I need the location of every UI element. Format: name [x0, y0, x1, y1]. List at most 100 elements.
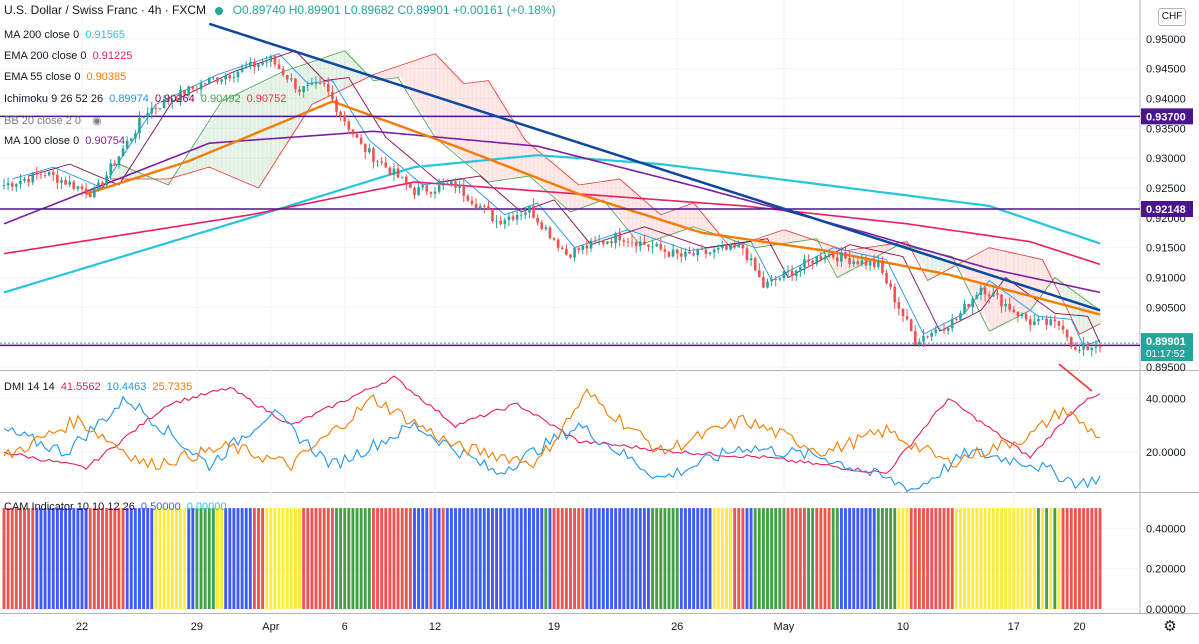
candle-body	[716, 248, 720, 250]
candle-body	[757, 270, 761, 278]
cam-bar	[675, 508, 679, 609]
candle-body	[856, 261, 860, 265]
cam-bar	[835, 508, 839, 609]
ichimoku-cloud	[1079, 295, 1085, 335]
cam-bar	[18, 508, 22, 609]
candle-body	[478, 206, 482, 209]
legend-ma100[interactable]: MA 100 close 0 0.90754	[4, 135, 125, 147]
legend-cam[interactable]: CAM Indicator 10 10 12 26 0.50000 0.0000…	[4, 501, 227, 513]
candle-body	[1053, 319, 1057, 322]
candle-body	[355, 134, 359, 138]
gear-icon[interactable]: ⚙	[1163, 618, 1177, 635]
symbol-title[interactable]: U.S. Dollar / Swiss Franc · 4h · FXCM	[4, 3, 207, 17]
ema55-line	[85, 100, 1101, 316]
legend-dmi[interactable]: DMI 14 14 41.5562 10.4463 25.7335	[4, 381, 192, 393]
legend-bb[interactable]: BB 20 close 2 0 ◉	[4, 114, 102, 127]
candle-body	[987, 294, 991, 297]
candle-body	[519, 214, 523, 216]
candle-body	[491, 209, 494, 222]
cam-bar	[511, 508, 515, 609]
ichimoku-cloud	[525, 140, 530, 177]
ichimoku-cloud	[960, 262, 966, 274]
cam-bar	[179, 508, 182, 609]
ichimoku-cloud	[221, 101, 227, 173]
ichimoku-cloud	[726, 237, 732, 243]
ichimoku-cloud	[393, 67, 399, 79]
cam-bar	[101, 508, 104, 609]
ichimoku-cloud	[607, 180, 613, 205]
candle-body	[298, 89, 301, 92]
legend-ichimoku[interactable]: Ichimoku 9 26 52 26 0.89974 0.90264 0.90…	[4, 93, 286, 105]
candle-body	[72, 181, 76, 189]
cam-bar	[170, 508, 174, 609]
candle-body	[1074, 347, 1077, 350]
cam-bar	[429, 508, 433, 609]
candle-body	[162, 99, 166, 109]
candle-body	[532, 205, 535, 218]
cam-bar	[109, 508, 113, 609]
cam-bar	[228, 508, 232, 609]
cam-bar	[909, 508, 913, 609]
cam-bar	[503, 508, 507, 609]
candle-body	[76, 186, 80, 189]
candle-body	[331, 91, 334, 100]
cam-bar	[187, 508, 191, 609]
ichimoku-cloud	[500, 100, 506, 181]
legend-ma200[interactable]: MA 200 close 0 0.91565	[4, 29, 125, 41]
cam-bar	[819, 508, 823, 609]
cam-bar	[913, 508, 917, 609]
candle-body	[244, 66, 248, 68]
candle-body	[285, 74, 289, 80]
candle-body	[655, 243, 658, 247]
cam-bar	[326, 508, 330, 609]
cam-bar	[938, 508, 942, 609]
cam-bar	[84, 508, 88, 609]
cam-bar	[688, 508, 691, 609]
candle-body	[84, 188, 88, 194]
candle-body	[23, 178, 26, 181]
time-tick-label: 19	[548, 621, 560, 633]
cam-bar	[466, 508, 470, 609]
legend-ema55[interactable]: EMA 55 close 0 0.90385	[4, 71, 126, 83]
candle-body	[762, 277, 765, 288]
candle-body	[158, 108, 162, 109]
candle-body	[659, 243, 663, 250]
cam-bar	[593, 508, 597, 609]
candle-body	[68, 181, 71, 185]
ichimoku-cloud	[217, 107, 223, 171]
candle-body	[811, 260, 814, 264]
candle-body	[175, 100, 178, 101]
eye-hidden-icon[interactable]: ◉	[92, 115, 102, 127]
currency-badge[interactable]: CHF	[1158, 8, 1186, 26]
cam-bar	[885, 508, 888, 609]
cam-bar	[950, 508, 954, 609]
ichimoku-cloud	[242, 91, 247, 182]
ichimoku-cloud	[484, 81, 489, 179]
ichimoku-cloud	[508, 113, 514, 180]
candle-body	[413, 187, 416, 195]
market-status-dot	[215, 6, 224, 15]
candle-body	[306, 84, 310, 87]
candle-body	[335, 99, 338, 112]
ichimoku-cloud	[1013, 253, 1019, 319]
ichimoku-cloud	[574, 181, 580, 211]
ichimoku-cloud	[939, 253, 945, 274]
ichimoku-cloud	[742, 243, 748, 244]
cam-bar	[823, 508, 827, 609]
cam-bar	[486, 508, 490, 609]
cam-bar	[64, 508, 68, 609]
cam-bar	[622, 508, 626, 609]
ichimoku-cloud	[570, 178, 576, 212]
cam-bar	[712, 508, 716, 609]
candle-body	[909, 319, 913, 332]
candle-body	[454, 181, 457, 188]
cam-bar	[922, 508, 925, 609]
candle-body	[848, 258, 851, 265]
legend-ema200[interactable]: EMA 200 close 0 0.91225	[4, 50, 132, 62]
cam-bar	[934, 508, 938, 609]
candle-body	[983, 287, 987, 295]
ichimoku-cloud	[845, 250, 851, 274]
ichimoku-cloud	[693, 202, 699, 227]
candle-body	[318, 82, 322, 84]
